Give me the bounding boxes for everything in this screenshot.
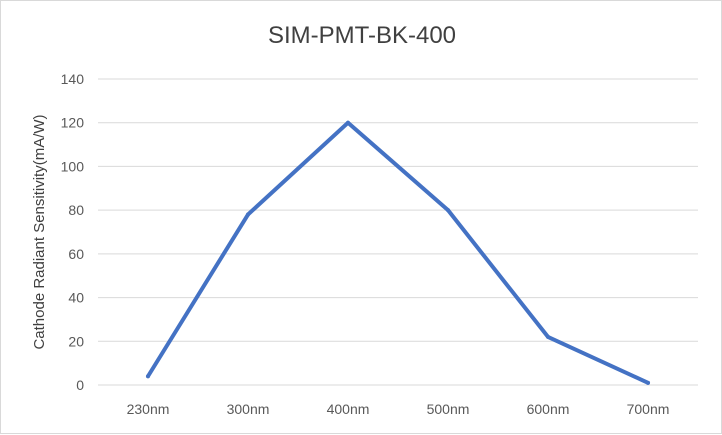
- series-layer: [146, 120, 650, 385]
- y-tick-label: 80: [68, 202, 84, 218]
- data-point-700nm: [646, 380, 650, 385]
- y-axis-title: Cathode Radiant Sensitivity(mA/W): [31, 114, 48, 349]
- x-tick-label: 400nm: [327, 401, 370, 417]
- gridlines: [98, 78, 698, 386]
- series-line-0: [146, 120, 650, 385]
- x-tick-label: 300nm: [227, 401, 270, 417]
- y-tick-label: 40: [68, 290, 84, 306]
- x-tick-label: 600nm: [527, 401, 570, 417]
- y-axis-ticks: 0 20 40 60 80 100 120 140: [61, 71, 85, 393]
- y-tick-label: 120: [61, 115, 85, 131]
- data-point-600nm: [546, 334, 550, 339]
- data-point-500nm: [446, 208, 450, 213]
- x-tick-label: 700nm: [627, 401, 670, 417]
- x-axis-ticks: 230nm 300nm 400nm 500nm 600nm 700nm: [127, 401, 670, 417]
- data-point-400nm: [346, 120, 350, 125]
- x-tick-label: 230nm: [127, 401, 170, 417]
- y-tick-label: 60: [68, 246, 84, 262]
- y-tick-label: 100: [61, 158, 85, 174]
- y-tick-label: 140: [61, 71, 85, 87]
- y-tick-label: 0: [76, 377, 84, 393]
- data-point-230nm: [146, 374, 150, 379]
- y-tick-label: 20: [68, 333, 84, 349]
- x-tick-label: 500nm: [427, 401, 470, 417]
- chart-title: SIM-PMT-BK-400: [268, 22, 456, 49]
- data-point-300nm: [246, 212, 250, 217]
